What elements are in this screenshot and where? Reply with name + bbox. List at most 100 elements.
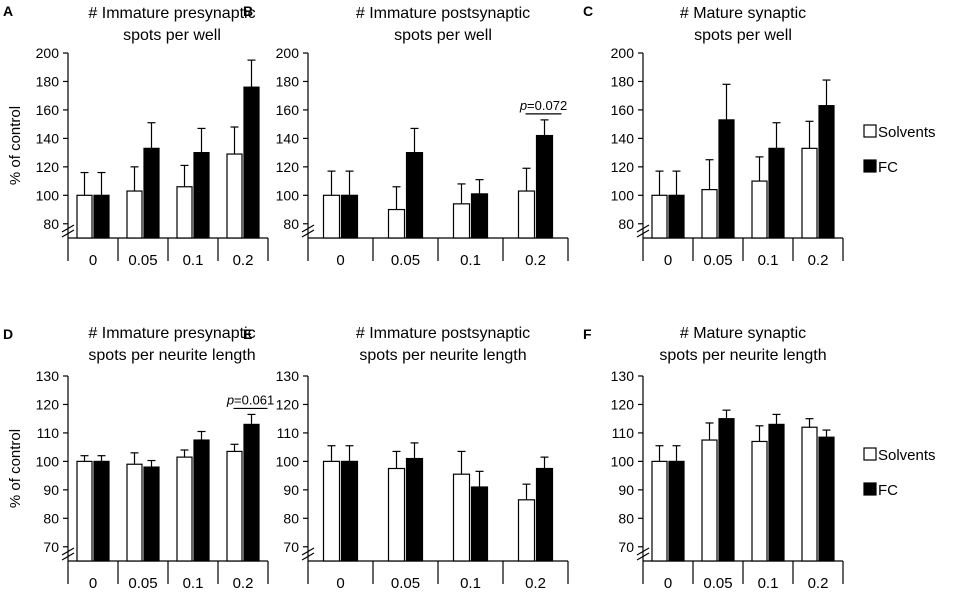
x-tick-label: 0.05 xyxy=(391,575,420,592)
y-tick-label: 120 xyxy=(611,396,635,412)
y-tick-label: 160 xyxy=(36,102,60,118)
bar-fc xyxy=(340,194,359,239)
p-value-annotation: p=0.072 xyxy=(519,98,567,113)
bar-solvents xyxy=(176,456,193,562)
y-tick-label: 120 xyxy=(611,159,635,175)
axis-break xyxy=(301,552,315,561)
panel-title: spots per neurite length xyxy=(659,347,826,364)
legend: Solvents FC xyxy=(863,447,936,499)
y-tick-label: 80 xyxy=(43,216,59,232)
axis-break xyxy=(61,224,75,233)
bar-fc xyxy=(768,147,785,239)
x-tick-label: 0 xyxy=(89,252,97,269)
axis-break xyxy=(636,229,650,238)
panel-title: spots per well xyxy=(123,27,221,44)
panel-f: F # Mature synaptic spots per neurite leng… xyxy=(583,325,844,592)
x-tick-label: 0.2 xyxy=(525,252,546,269)
bar-solvents xyxy=(322,460,341,562)
x-tick-label: 0.1 xyxy=(758,575,779,592)
bar-fc xyxy=(143,147,160,239)
panel-title: # Immature presynaptic xyxy=(88,325,255,342)
y-tick-label: 180 xyxy=(611,73,635,89)
x-tick-label: 0.1 xyxy=(460,575,481,592)
y-tick-label: 80 xyxy=(283,510,299,526)
y-tick-label: 200 xyxy=(611,45,635,61)
y-tick-label: 110 xyxy=(612,425,635,441)
bar-solvents xyxy=(452,473,471,562)
y-tick-label: 100 xyxy=(276,453,300,469)
x-tick-label: 0.2 xyxy=(233,252,254,269)
y-tick-label: 70 xyxy=(618,539,634,555)
axis-break xyxy=(301,547,315,556)
bar-fc xyxy=(93,194,110,239)
y-tick-label: 90 xyxy=(283,482,299,498)
bar-fc xyxy=(405,152,424,239)
x-tick-label: 0 xyxy=(664,252,672,269)
x-tick-label: 0.1 xyxy=(460,252,481,269)
bar-solvents xyxy=(126,463,143,562)
panel-title: spots per well xyxy=(394,27,492,44)
x-tick-label: 0.05 xyxy=(703,575,732,592)
bar-fc xyxy=(718,418,735,562)
axis-break xyxy=(61,547,75,556)
panel-c: C # Mature synaptic spots per well 80 100 120… xyxy=(583,3,844,269)
bar-fc xyxy=(470,486,489,562)
y-tick-label: 100 xyxy=(276,187,300,203)
y-tick-label: 80 xyxy=(618,216,634,232)
bar-fc xyxy=(718,119,735,239)
bar-solvents xyxy=(226,153,243,239)
panel-e: E # Immature postsynaptic spots per neurit… xyxy=(243,325,569,592)
bar-solvents xyxy=(76,460,93,562)
bar-solvents xyxy=(517,190,536,239)
x-tick-label: 0.05 xyxy=(128,575,157,592)
y-tick-label: 180 xyxy=(276,73,300,89)
panel-a: A # Immature presynaptic spots per well 80 1… xyxy=(3,3,269,269)
bar-fc xyxy=(668,194,685,239)
bar-solvents xyxy=(701,439,718,562)
y-tick-label: 100 xyxy=(36,453,60,469)
y-tick-label: 120 xyxy=(276,396,300,412)
bar-solvents xyxy=(751,180,768,239)
y-tick-label: 130 xyxy=(611,368,635,384)
y-tick-label: 120 xyxy=(36,159,60,175)
x-tick-label: 0.2 xyxy=(808,252,829,269)
bar-fc xyxy=(93,460,110,562)
legend-swatch-solvents xyxy=(863,124,877,138)
y-tick-label: 140 xyxy=(36,130,60,146)
legend-label-fc: FC xyxy=(878,159,898,176)
bar-fc xyxy=(405,457,424,562)
bar-solvents xyxy=(452,203,471,239)
legend-label-fc: FC xyxy=(878,482,898,499)
y-tick-label: 120 xyxy=(276,159,300,175)
bar-fc xyxy=(535,134,554,239)
panel-letter: F xyxy=(583,326,592,342)
panel-title: # Immature postsynaptic xyxy=(356,5,530,22)
legend-swatch-fc xyxy=(863,482,877,496)
bar-fc xyxy=(668,460,685,562)
y-tick-label: 200 xyxy=(276,45,300,61)
axis-break xyxy=(636,552,650,561)
y-tick-label: 180 xyxy=(36,73,60,89)
panel-letter: C xyxy=(583,3,593,19)
x-tick-label: 0.2 xyxy=(525,575,546,592)
y-tick-label: 130 xyxy=(276,368,300,384)
y-tick-label: 140 xyxy=(611,130,635,146)
x-tick-label: 0.1 xyxy=(183,575,204,592)
panel-b: B # Immature postsynaptic spots per well 80… xyxy=(243,3,569,269)
bar-fc xyxy=(340,460,359,562)
bar-fc xyxy=(143,466,160,562)
y-tick-label: 90 xyxy=(618,482,634,498)
x-tick-label: 0.1 xyxy=(183,252,204,269)
legend-label-solvents: Solvents xyxy=(878,447,936,464)
y-tick-label: 90 xyxy=(43,482,59,498)
x-tick-label: 0.2 xyxy=(233,575,254,592)
p-value-annotation: p=0.061 xyxy=(226,392,274,407)
bar-solvents xyxy=(701,189,718,239)
bar-solvents xyxy=(76,194,93,239)
panel-title: spots per well xyxy=(694,27,792,44)
bar-solvents xyxy=(517,499,536,562)
x-tick-label: 0.05 xyxy=(391,252,420,269)
x-tick-label: 0 xyxy=(336,575,344,592)
axis-break xyxy=(636,547,650,556)
